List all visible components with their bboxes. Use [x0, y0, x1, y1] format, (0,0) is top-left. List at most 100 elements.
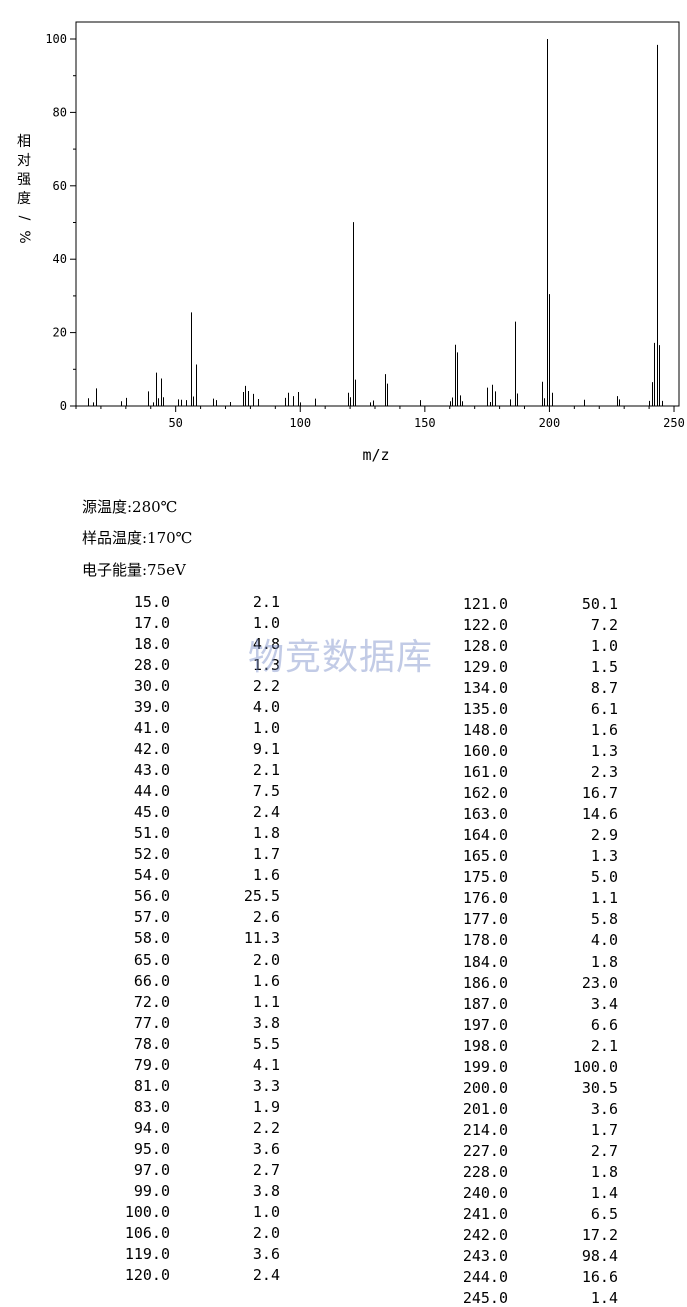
peak-mz: 51.0	[133, 824, 170, 843]
peak-mz: 160.0	[462, 742, 508, 761]
peak-mz: 242.0	[462, 1225, 508, 1244]
peak-mz: 119.0	[124, 1244, 170, 1263]
electron-energy: 电子能量:75eV	[82, 561, 186, 579]
watermark: 物竞数据库	[248, 637, 434, 678]
peak-abundance: 2.0	[252, 950, 280, 969]
x-tick-label: 200	[539, 416, 561, 430]
peak-abundance: 2.2	[252, 677, 280, 696]
peak-abundance: 1.7	[590, 1120, 618, 1139]
x-axis-label: m/z	[362, 446, 389, 464]
peak-abundance: 3.8	[252, 1013, 280, 1032]
peak-mz: 39.0	[133, 698, 170, 717]
peak-abundance: 1.0	[252, 1202, 280, 1221]
peak-mz: 198.0	[462, 1036, 508, 1055]
y-tick-label: 60	[53, 179, 67, 193]
svg-text:/: /	[16, 216, 32, 221]
peak-abundance: 3.3	[252, 1076, 280, 1095]
peak-abundance: 3.6	[252, 1139, 280, 1158]
peak-mz: 161.0	[462, 763, 508, 782]
peak-mz: 165.0	[462, 847, 508, 866]
peak-abundance: 25.5	[243, 887, 280, 906]
peak-abundance: 1.0	[590, 637, 618, 656]
peak-abundance: 2.4	[252, 803, 280, 822]
peak-mz: 243.0	[462, 1246, 508, 1265]
x-tick-label: 150	[414, 416, 436, 430]
peak-mz: 187.0	[462, 994, 508, 1013]
peak-abundance: 4.0	[590, 931, 618, 950]
y-tick-label: 80	[53, 105, 67, 119]
peak-abundance: 5.5	[252, 1034, 280, 1053]
peak-mz: 45.0	[133, 803, 170, 822]
peak-abundance: 3.6	[252, 1244, 280, 1263]
peak-abundance: 1.3	[590, 847, 618, 866]
peak-abundance: 1.0	[252, 614, 280, 633]
peak-abundance: 2.9	[590, 826, 618, 845]
peak-mz: 15.0	[133, 593, 170, 611]
peak-mz: 186.0	[462, 973, 508, 992]
peak-mz: 122.0	[462, 616, 508, 635]
peak-abundance: 2.6	[252, 908, 280, 927]
peak-mz: 97.0	[133, 1160, 170, 1179]
peak-abundance: 3.8	[252, 1181, 280, 1200]
peak-abundance: 2.3	[590, 763, 618, 782]
peak-mz: 95.0	[133, 1139, 170, 1158]
peak-mz: 129.0	[462, 658, 508, 677]
peak-mz: 214.0	[462, 1120, 508, 1139]
peak-mz: 43.0	[133, 761, 170, 780]
peak-abundance: 16.7	[581, 784, 618, 803]
peak-abundance: 4.1	[252, 1055, 280, 1074]
plot-frame	[75, 21, 680, 407]
peak-mz: 148.0	[462, 721, 508, 740]
y-tick-label: 40	[53, 252, 67, 266]
peak-abundance: 1.7	[252, 845, 280, 864]
peak-mz: 178.0	[462, 931, 508, 950]
peak-abundance: 1.6	[252, 971, 280, 990]
peak-abundance: 3.4	[590, 994, 618, 1013]
peak-abundance: 9.1	[252, 740, 280, 759]
peak-abundance: 1.6	[590, 721, 618, 740]
peak-abundance: 1.1	[252, 992, 280, 1011]
peak-mz: 228.0	[462, 1162, 508, 1181]
spectrum-bars	[88, 39, 663, 406]
peak-abundance: 4.8	[252, 635, 280, 654]
peak-mz: 56.0	[133, 887, 170, 906]
peak-mz: 199.0	[462, 1057, 508, 1076]
peak-mz: 44.0	[133, 782, 170, 801]
peak-mz: 175.0	[462, 868, 508, 887]
peak-abundance: 30.5	[581, 1078, 618, 1097]
sample-temperature: 样品温度:170℃	[82, 529, 193, 547]
peak-abundance: 1.9	[252, 1097, 280, 1116]
peak-mz: 176.0	[462, 889, 508, 908]
peak-abundance: 1.3	[252, 656, 280, 675]
x-tick-label: 250	[663, 416, 685, 430]
peak-mz: 83.0	[133, 1097, 170, 1116]
peak-abundance: 1.0	[252, 719, 280, 738]
peak-abundance: 1.8	[252, 824, 280, 843]
peak-abundance: 2.4	[252, 1265, 280, 1284]
peak-mz: 78.0	[133, 1034, 170, 1053]
peak-mz: 121.0	[462, 595, 508, 613]
peak-abundance: 6.1	[590, 700, 618, 719]
y-tick-label: 20	[53, 326, 67, 340]
peak-mz: 164.0	[462, 826, 508, 845]
peak-abundance: 1.3	[590, 742, 618, 761]
peak-abundance: 6.6	[590, 1015, 618, 1034]
peak-mz: 227.0	[462, 1141, 508, 1160]
peak-mz: 106.0	[124, 1223, 170, 1242]
peak-abundance: 23.0	[581, 973, 618, 992]
peak-mz: 17.0	[133, 614, 170, 633]
peak-abundance: 1.6	[252, 866, 280, 885]
peak-mz: 200.0	[462, 1078, 508, 1097]
peak-abundance: 14.6	[581, 805, 618, 824]
peak-abundance: 1.8	[590, 1162, 618, 1181]
peak-mz: 244.0	[462, 1267, 508, 1286]
peak-abundance: 4.0	[252, 698, 280, 717]
peak-abundance: 1.5	[590, 658, 618, 677]
peak-abundance: 5.8	[590, 910, 618, 929]
peak-abundance: 17.2	[581, 1225, 618, 1244]
peak-abundance: 2.0	[252, 1223, 280, 1242]
peak-mz: 241.0	[462, 1204, 508, 1223]
peak-mz: 245.0	[462, 1288, 508, 1307]
x-tick-label: 100	[289, 416, 311, 430]
